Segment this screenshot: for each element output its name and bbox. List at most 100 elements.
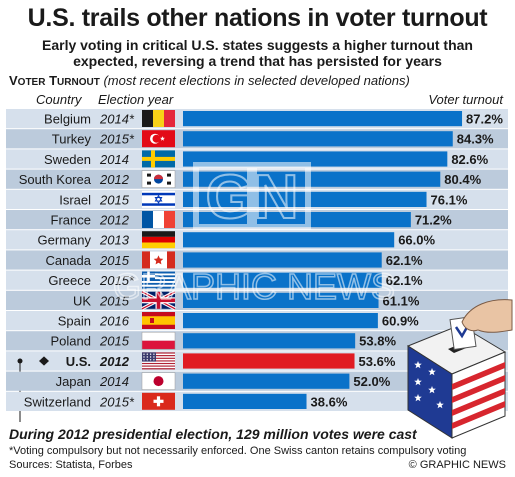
bar-value-label: 80.4%	[444, 172, 481, 187]
country-label: Japan	[56, 374, 91, 389]
flag-part	[142, 156, 175, 161]
flag-part	[142, 275, 175, 278]
year-label: 2015*	[99, 394, 135, 409]
year-label: 2012	[99, 354, 130, 369]
flag-part	[142, 281, 175, 283]
flag-part	[142, 364, 175, 366]
country-label: U.S.	[66, 354, 91, 369]
year-label: 2015*	[99, 132, 135, 147]
flag-part	[146, 353, 148, 355]
flag-part	[150, 318, 154, 323]
ballot-box-star	[428, 386, 436, 394]
flag-part	[160, 136, 165, 141]
year-label: 2013	[99, 233, 130, 248]
ballot-box-star	[436, 401, 444, 409]
footnote: *Voting compulsory but not necessarily e…	[9, 445, 467, 457]
flag-part	[149, 353, 152, 355]
flag-part	[154, 194, 163, 202]
bar-value-label: 87.2%	[466, 112, 503, 127]
flag-part	[154, 174, 163, 180]
flag-part	[142, 360, 175, 362]
bar-value-label: 62.1%	[386, 253, 423, 268]
flag-part	[149, 359, 152, 361]
bar-value-label: 76.1%	[431, 192, 468, 207]
bar	[183, 272, 382, 288]
flag-part	[142, 357, 175, 359]
watermark-text: GRAPHIC NEWS	[113, 266, 395, 307]
year-label: 2012	[99, 172, 130, 187]
spain-flag	[142, 312, 175, 329]
flag-part	[153, 376, 164, 387]
ballot-box-stripe	[452, 401, 505, 429]
flag-part	[153, 399, 164, 403]
column-header-turnout: Voter turnout	[428, 92, 503, 107]
flag-part	[142, 211, 153, 228]
year-label: 2014*	[99, 112, 135, 127]
year-label: 2015	[99, 192, 130, 207]
flag-part	[153, 110, 164, 127]
flag-part	[152, 134, 161, 143]
us-flag	[142, 352, 175, 370]
year-label: 2014	[99, 152, 129, 167]
watermark-logo-box	[251, 162, 311, 230]
bar	[183, 373, 350, 389]
germany-flag	[142, 231, 175, 249]
turkey-flag	[142, 130, 175, 148]
subtitle-line-2: expected, reversing a trend that has per…	[73, 53, 442, 69]
country-label: Spain	[58, 314, 91, 329]
flag-part	[143, 353, 145, 355]
flag-part	[153, 359, 155, 361]
ballot-box-stripe	[452, 375, 505, 403]
hand	[461, 299, 513, 333]
canada-flag	[142, 251, 175, 269]
year-label: 2012	[99, 213, 130, 228]
flag-part	[167, 173, 171, 177]
country-label: Germany	[38, 233, 92, 248]
flag-part	[143, 359, 145, 361]
bar	[183, 393, 307, 409]
column-header-year: Election year	[98, 92, 174, 107]
subtitle: Early voting in critical U.S. states sug…	[0, 37, 515, 69]
bar-value-label: 66.0%	[398, 233, 435, 248]
flag-part	[142, 279, 175, 282]
page-title: U.S. trails other nations in voter turno…	[27, 4, 488, 32]
flag-part	[142, 110, 153, 127]
ballot-box-illustration	[406, 299, 513, 439]
flag-part	[142, 368, 175, 370]
bar	[183, 232, 395, 248]
flag-part	[153, 353, 155, 355]
flag-part	[142, 273, 175, 276]
flag-part	[154, 197, 163, 204]
flag-part	[142, 332, 175, 341]
bar-value-label: 82.6%	[451, 152, 488, 167]
country-label: South Korea	[19, 172, 92, 187]
bar-value-label: 62.1%	[386, 273, 423, 288]
flag-part	[142, 365, 175, 367]
flag-part	[142, 361, 175, 363]
country-label: Poland	[51, 334, 91, 349]
flag-part	[153, 211, 164, 228]
uk-flag	[141, 290, 176, 311]
watermark-logo-box	[193, 162, 253, 230]
flag-part	[142, 352, 156, 362]
year-label: 2015*	[99, 273, 135, 288]
flag-part	[167, 181, 171, 185]
bar	[183, 353, 355, 369]
country-label: Israel	[59, 192, 91, 207]
flag-part	[142, 231, 175, 237]
flag-part	[142, 236, 175, 243]
year-label: 2015	[99, 253, 130, 268]
section-label: VOTER TURNOUT	[9, 73, 100, 88]
flag-part	[142, 352, 175, 354]
flag-part	[142, 286, 175, 289]
bar	[183, 111, 463, 127]
flag-part	[164, 211, 175, 228]
flag-part	[142, 271, 175, 274]
flag-part	[142, 366, 175, 369]
country-label: Belgium	[44, 112, 91, 127]
greece-flag	[142, 271, 175, 289]
copyright: © GRAPHIC NEWS	[408, 459, 506, 471]
flag-part	[142, 282, 175, 285]
ballot-box-star	[414, 394, 422, 402]
